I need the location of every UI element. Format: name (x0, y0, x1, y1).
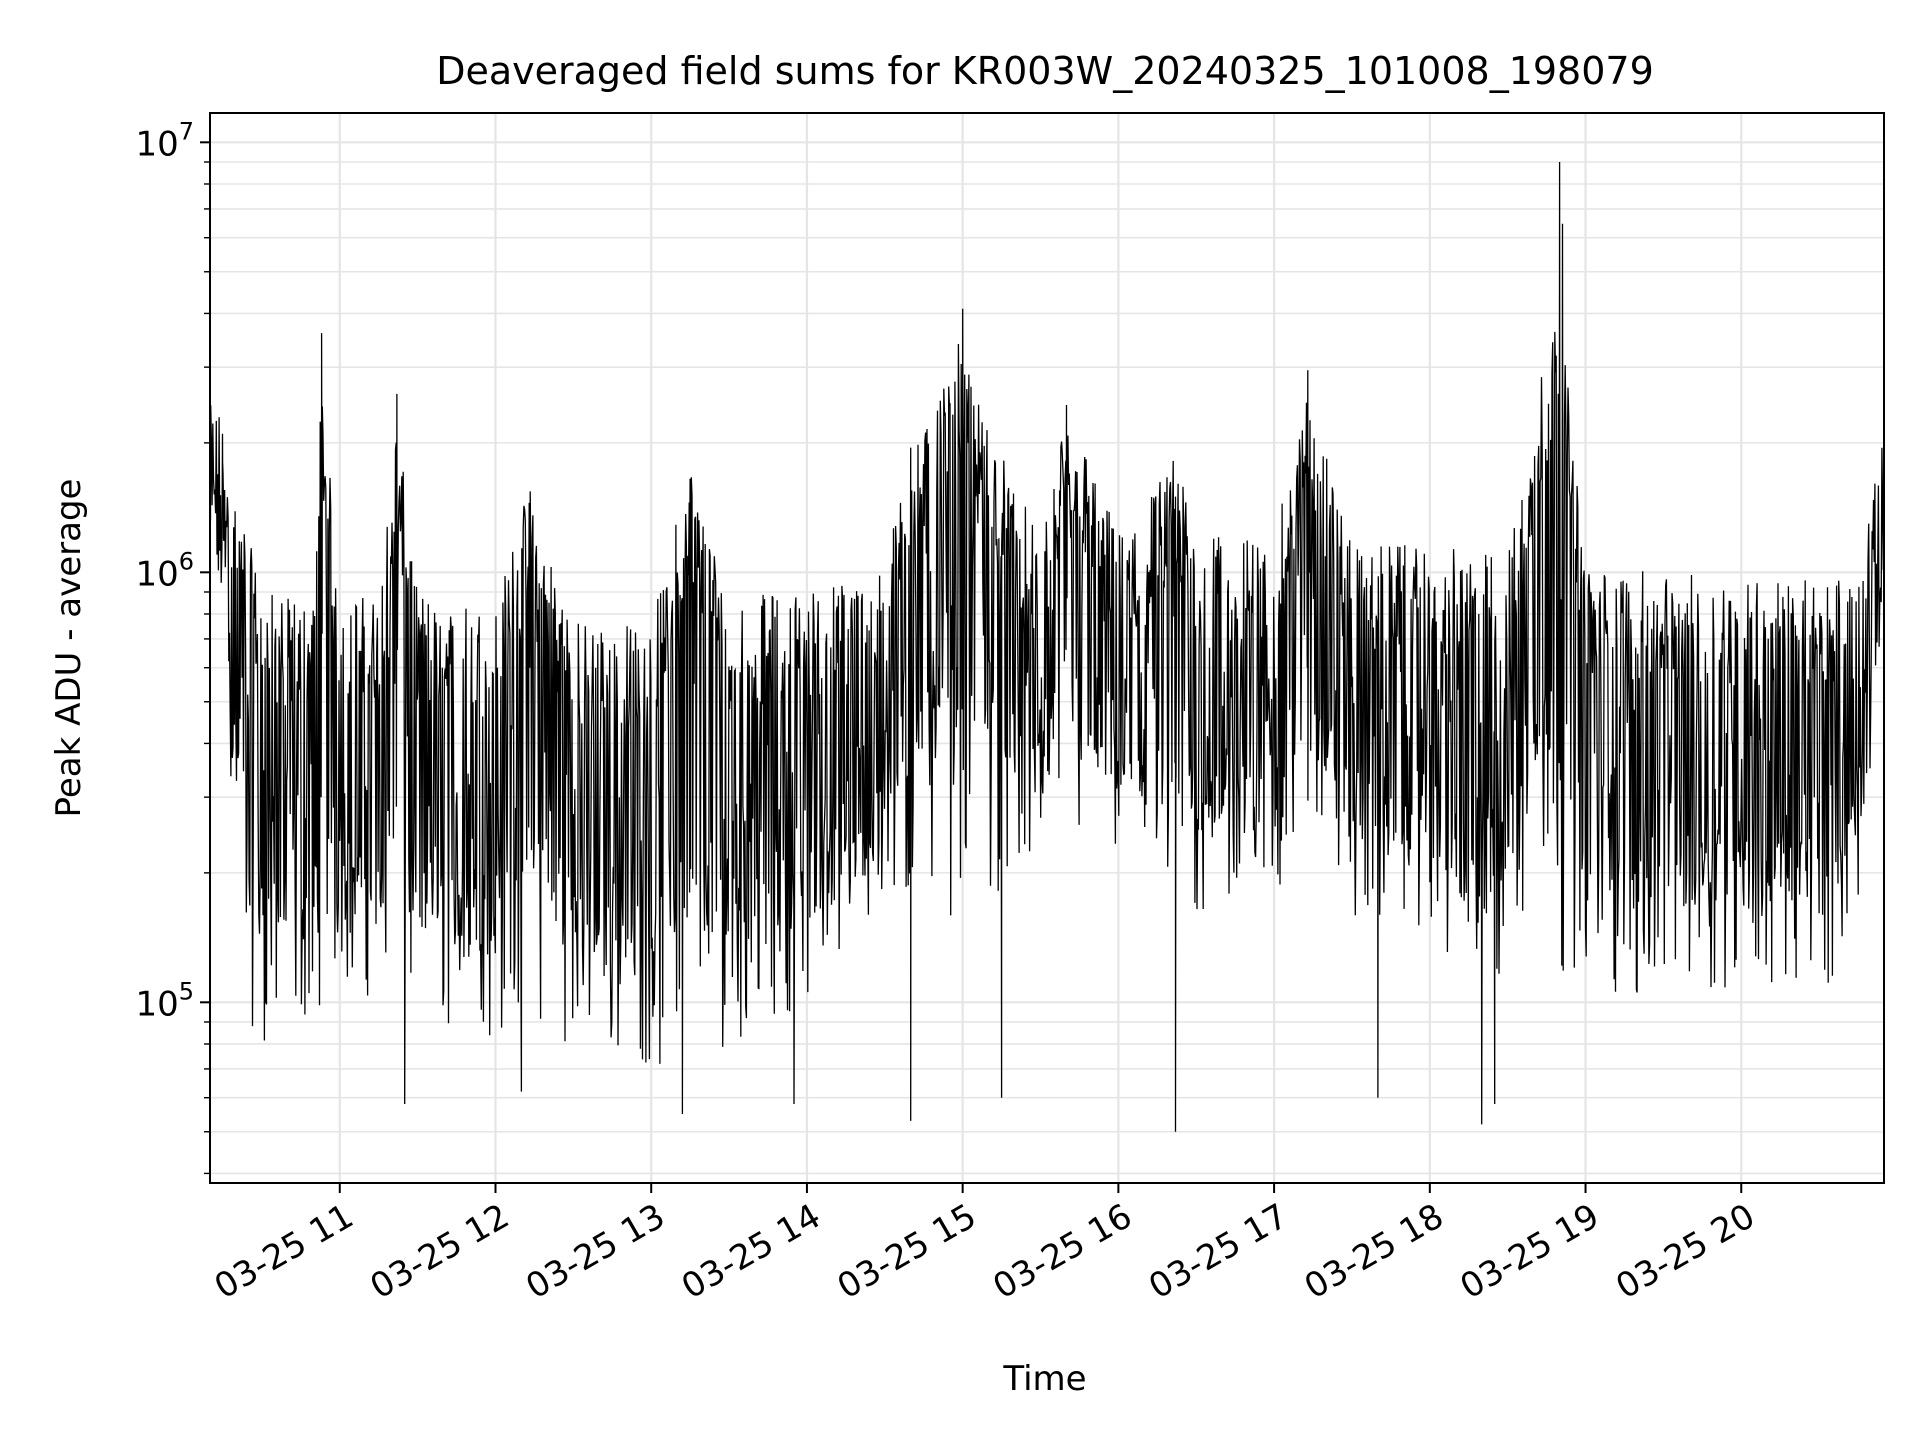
x-axis-label: Time (1002, 1359, 1086, 1399)
y-axis-label: Peak ADU - average (49, 479, 89, 818)
chart-title: Deaveraged field sums for KR003W_2024032… (436, 49, 1654, 93)
